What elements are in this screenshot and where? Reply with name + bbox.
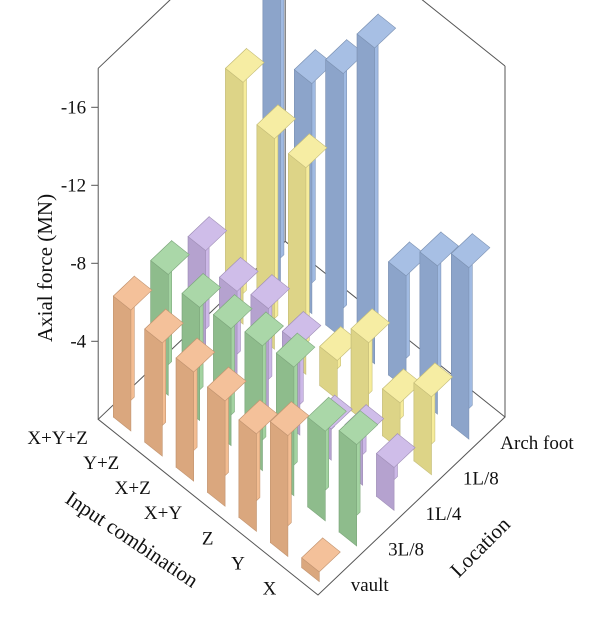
bar-face-right xyxy=(338,429,358,547)
location-label: 1L/8 xyxy=(463,468,499,489)
bar-face-top xyxy=(144,308,184,344)
bar-face-top xyxy=(250,274,290,309)
bar-face-top xyxy=(450,233,491,268)
bar-face-top xyxy=(175,337,216,373)
input-combination-label: Y+Z xyxy=(83,453,119,474)
bar-face-top xyxy=(187,216,228,251)
bar-face-right xyxy=(307,416,326,522)
bar-face-top xyxy=(269,401,310,436)
bar-1L/8-X+Y xyxy=(319,325,359,401)
bar-face-right xyxy=(325,58,344,340)
bar-face-top xyxy=(350,308,391,344)
bar-vault-X xyxy=(301,537,341,583)
input-combination-label: X xyxy=(263,578,277,599)
bar-vault-X+Y xyxy=(207,366,247,507)
bar-face-top xyxy=(244,311,284,347)
bar-face-top xyxy=(376,433,416,468)
bar-face-top xyxy=(338,410,379,445)
bar-1L/4-X xyxy=(376,432,416,512)
bar-face-right xyxy=(175,357,194,482)
bars-layer xyxy=(112,0,491,583)
input-combination-label: Z xyxy=(202,528,214,549)
bar-vault-Z xyxy=(238,399,278,533)
bar-face-top xyxy=(207,366,247,402)
bar-face-top xyxy=(219,257,259,292)
location-label: Arch foot xyxy=(500,433,574,454)
bar-face-right xyxy=(450,252,470,440)
bar-face-top xyxy=(213,294,253,329)
top-frame xyxy=(97,0,506,69)
input-axis-title: Input combination xyxy=(61,486,203,593)
bar-1L/8-Z xyxy=(350,308,391,426)
z-tick-label: -12 xyxy=(61,175,86,196)
bar-face-right xyxy=(238,419,257,533)
bar-Arch foot-X xyxy=(450,233,491,440)
input-combination-label: Y xyxy=(231,553,245,574)
z-axis-title: Axial force (MN) xyxy=(33,194,57,342)
input-combination-label: X+Z xyxy=(115,478,151,499)
bar-Arch foot-X+Y xyxy=(356,13,397,365)
bar-face-top xyxy=(275,332,316,368)
z-tick-label: -4 xyxy=(70,331,86,352)
bar-face-top xyxy=(413,362,453,398)
bar-Arch foot-X+Z xyxy=(325,39,365,340)
bar-1L/8-X xyxy=(413,362,453,476)
bar-face-right xyxy=(144,328,163,457)
bar-face-right xyxy=(413,382,432,476)
bar-face-top xyxy=(150,240,190,275)
z-tick-label: -8 xyxy=(70,253,86,274)
bar-3L/8-X xyxy=(338,410,379,547)
bar-face-top xyxy=(419,231,459,267)
location-label: 3L/8 xyxy=(388,540,424,561)
chart-walls xyxy=(97,0,506,596)
bar-face-top xyxy=(238,399,278,435)
bar-face-top xyxy=(256,104,296,140)
bar-vault-Y+Z xyxy=(144,308,184,457)
bar-vault-Y xyxy=(269,401,310,558)
bar-face-top xyxy=(307,396,347,432)
location-label: vault xyxy=(351,575,390,596)
bar-face-right xyxy=(113,295,132,432)
bar-face-top xyxy=(281,311,322,346)
bar-face-top xyxy=(287,133,328,169)
bar-face-top xyxy=(112,275,153,311)
bar-vault-X+Y+Z xyxy=(112,275,153,432)
bar-Arch foot-Z xyxy=(388,241,428,390)
input-combination-label: X+Y+Z xyxy=(27,428,87,449)
location-label: 1L/4 xyxy=(426,504,462,525)
z-axis-ticks: -16 -12 -8 -4 xyxy=(61,97,99,352)
z-tick-label: -16 xyxy=(61,97,86,118)
bar-face-right xyxy=(207,386,226,507)
bar-3L/8-Y xyxy=(307,396,347,522)
bar-face-right xyxy=(269,420,289,558)
bar-face-top xyxy=(356,13,397,49)
input-combination-label: X+Y xyxy=(144,503,182,524)
bar-face-top xyxy=(301,537,341,573)
bar-face-top xyxy=(181,273,222,308)
bar-vault-X+Z xyxy=(175,337,216,482)
bar-1L/8-Y xyxy=(382,368,422,451)
bar-face-top xyxy=(225,48,265,83)
